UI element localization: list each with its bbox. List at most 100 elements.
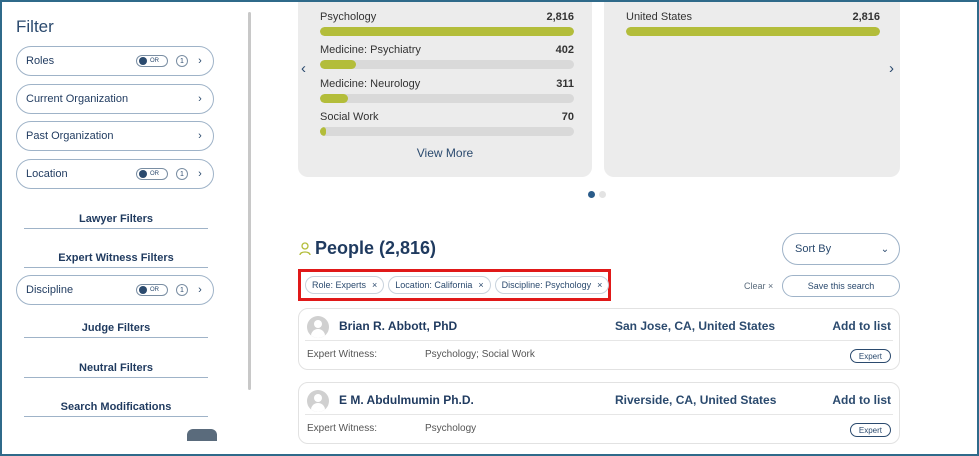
- stat-bar: [320, 60, 574, 69]
- location-filter[interactable]: Location OR 1 ›: [16, 159, 214, 189]
- stat-bar: [320, 94, 574, 103]
- location-stats-card: United States 2,816: [604, 2, 900, 177]
- result-disciplines: Psychology: [425, 423, 477, 434]
- filter-chip-discipline[interactable]: Discipline: Psychology ×: [494, 276, 610, 294]
- sort-by-dropdown[interactable]: Sort By ⌄: [782, 233, 900, 265]
- expert-badge: Expert: [849, 349, 891, 363]
- clear-filters-button[interactable]: Clear ×: [744, 281, 774, 291]
- location-or-toggle[interactable]: OR: [136, 168, 168, 180]
- discipline-filter-label: Discipline: [26, 284, 74, 296]
- carousel-dot-active[interactable]: [588, 191, 595, 198]
- discipline-or-toggle[interactable]: OR: [136, 284, 168, 296]
- sidebar-scrollbar[interactable]: [248, 12, 251, 390]
- search-modifications-section[interactable]: Search Modifications: [24, 401, 208, 417]
- chip-label: Role: Experts: [312, 280, 367, 290]
- avatar: [307, 390, 329, 412]
- close-icon[interactable]: ×: [372, 280, 378, 290]
- roles-filter[interactable]: Roles OR 1 ›: [16, 46, 214, 76]
- carousel-dot[interactable]: [599, 191, 606, 198]
- save-search-button[interactable]: Save this search: [782, 275, 900, 297]
- stat-label: United States: [626, 11, 693, 23]
- lawyer-filters-section[interactable]: Lawyer Filters: [24, 213, 208, 229]
- current-organization-filter[interactable]: Current Organization ›: [16, 84, 214, 114]
- active-filter-chips: Role: Experts × Location: California × Dis…: [298, 269, 611, 301]
- stat-label: Psychology: [320, 11, 377, 23]
- location-filter-label: Location: [26, 168, 68, 180]
- stat-bar-fill: [320, 60, 357, 69]
- people-title: People (2,816): [315, 238, 437, 258]
- stat-bar-fill: [320, 94, 348, 103]
- stat-row: Psychology 2,816: [320, 11, 574, 36]
- filter-title: Filter: [16, 17, 54, 36]
- discipline-filter[interactable]: Discipline OR 1 ›: [16, 275, 214, 305]
- past-organization-filter[interactable]: Past Organization ›: [16, 121, 214, 151]
- avatar: [307, 316, 329, 338]
- toggle-label: OR: [150, 58, 159, 64]
- stat-value: 70: [561, 111, 574, 123]
- result-location: Riverside, CA, United States: [615, 393, 777, 407]
- neutral-filters-section[interactable]: Neutral Filters: [24, 362, 208, 378]
- result-name-link[interactable]: Brian R. Abbott, PhD: [339, 319, 458, 333]
- result-role: Expert Witness:: [307, 423, 378, 434]
- chevron-right-icon: ›: [198, 55, 202, 67]
- roles-or-toggle[interactable]: OR: [136, 55, 168, 67]
- stat-value: 2,816: [852, 11, 880, 23]
- stat-row: Medicine: Psychiatry 402: [320, 44, 574, 69]
- chevron-right-icon: ›: [198, 284, 202, 296]
- chevron-right-icon: ›: [198, 168, 202, 180]
- carousel-next-arrow-icon[interactable]: ›: [889, 60, 894, 77]
- chip-label: Discipline: Psychology: [501, 280, 592, 290]
- result-disciplines: Psychology; Social Work: [425, 349, 535, 360]
- result-card: E M. Abdulmumin Ph.D. Riverside, CA, Uni…: [298, 382, 900, 444]
- stat-label: Medicine: Neurology: [320, 78, 421, 90]
- chip-label: Location: California: [395, 280, 473, 290]
- stat-bar-fill: [320, 127, 327, 136]
- sort-by-label: Sort By: [795, 243, 832, 255]
- person-icon: [299, 242, 311, 256]
- close-icon[interactable]: ×: [597, 280, 603, 290]
- stat-label: Social Work: [320, 111, 379, 123]
- judge-filters-section[interactable]: Judge Filters: [24, 322, 208, 338]
- past-organization-label: Past Organization: [26, 130, 114, 142]
- close-icon[interactable]: ×: [478, 280, 484, 290]
- current-organization-label: Current Organization: [26, 93, 129, 105]
- result-location: San Jose, CA, United States: [615, 319, 776, 333]
- result-name-link[interactable]: E M. Abdulmumin Ph.D.: [339, 393, 474, 407]
- roles-filter-label: Roles: [26, 55, 55, 67]
- stat-bar: [320, 27, 574, 36]
- stat-value: 311: [556, 78, 574, 90]
- location-count-badge: 1: [176, 168, 188, 180]
- expert-witness-filters-section[interactable]: Expert Witness Filters: [24, 252, 208, 268]
- add-to-list-button[interactable]: Add to list: [832, 393, 891, 407]
- filter-sidebar: Filter Roles OR 1 › Current Organization…: [2, 2, 242, 454]
- filter-chip-location[interactable]: Location: California ×: [388, 276, 491, 294]
- chevron-right-icon: ›: [198, 93, 202, 105]
- expert-badge: Expert: [849, 423, 891, 437]
- discipline-stats-card: Psychology 2,816 Medicine: Psychiatry 402 …: [298, 2, 592, 177]
- divider: [305, 340, 893, 341]
- toggle-label: OR: [150, 171, 159, 177]
- toggle-knob: [139, 170, 147, 178]
- stat-value: 2,816: [546, 11, 574, 23]
- chevron-down-icon: ⌄: [880, 243, 890, 255]
- chevron-right-icon: ›: [198, 130, 202, 142]
- stat-bar-fill: [320, 27, 574, 36]
- view-more-link[interactable]: View More: [416, 146, 474, 160]
- search-modification-toggle[interactable]: [187, 429, 217, 441]
- carousel-prev-arrow-icon[interactable]: ‹: [301, 60, 306, 77]
- divider: [305, 414, 893, 415]
- stat-row: Medicine: Neurology 311: [320, 78, 574, 103]
- stat-row: United States 2,816: [626, 11, 880, 36]
- result-role: Expert Witness:: [307, 349, 378, 360]
- stat-row: Social Work 70: [320, 111, 574, 136]
- carousel-dots: [588, 191, 606, 198]
- discipline-count-badge: 1: [176, 284, 188, 296]
- add-to-list-button[interactable]: Add to list: [832, 319, 891, 333]
- stat-bar: [626, 27, 880, 36]
- toggle-label: OR: [150, 287, 159, 293]
- stat-bar-fill: [626, 27, 880, 36]
- stat-value: 402: [555, 44, 574, 56]
- roles-count-badge: 1: [176, 55, 188, 67]
- filter-chip-role[interactable]: Role: Experts ×: [305, 276, 385, 294]
